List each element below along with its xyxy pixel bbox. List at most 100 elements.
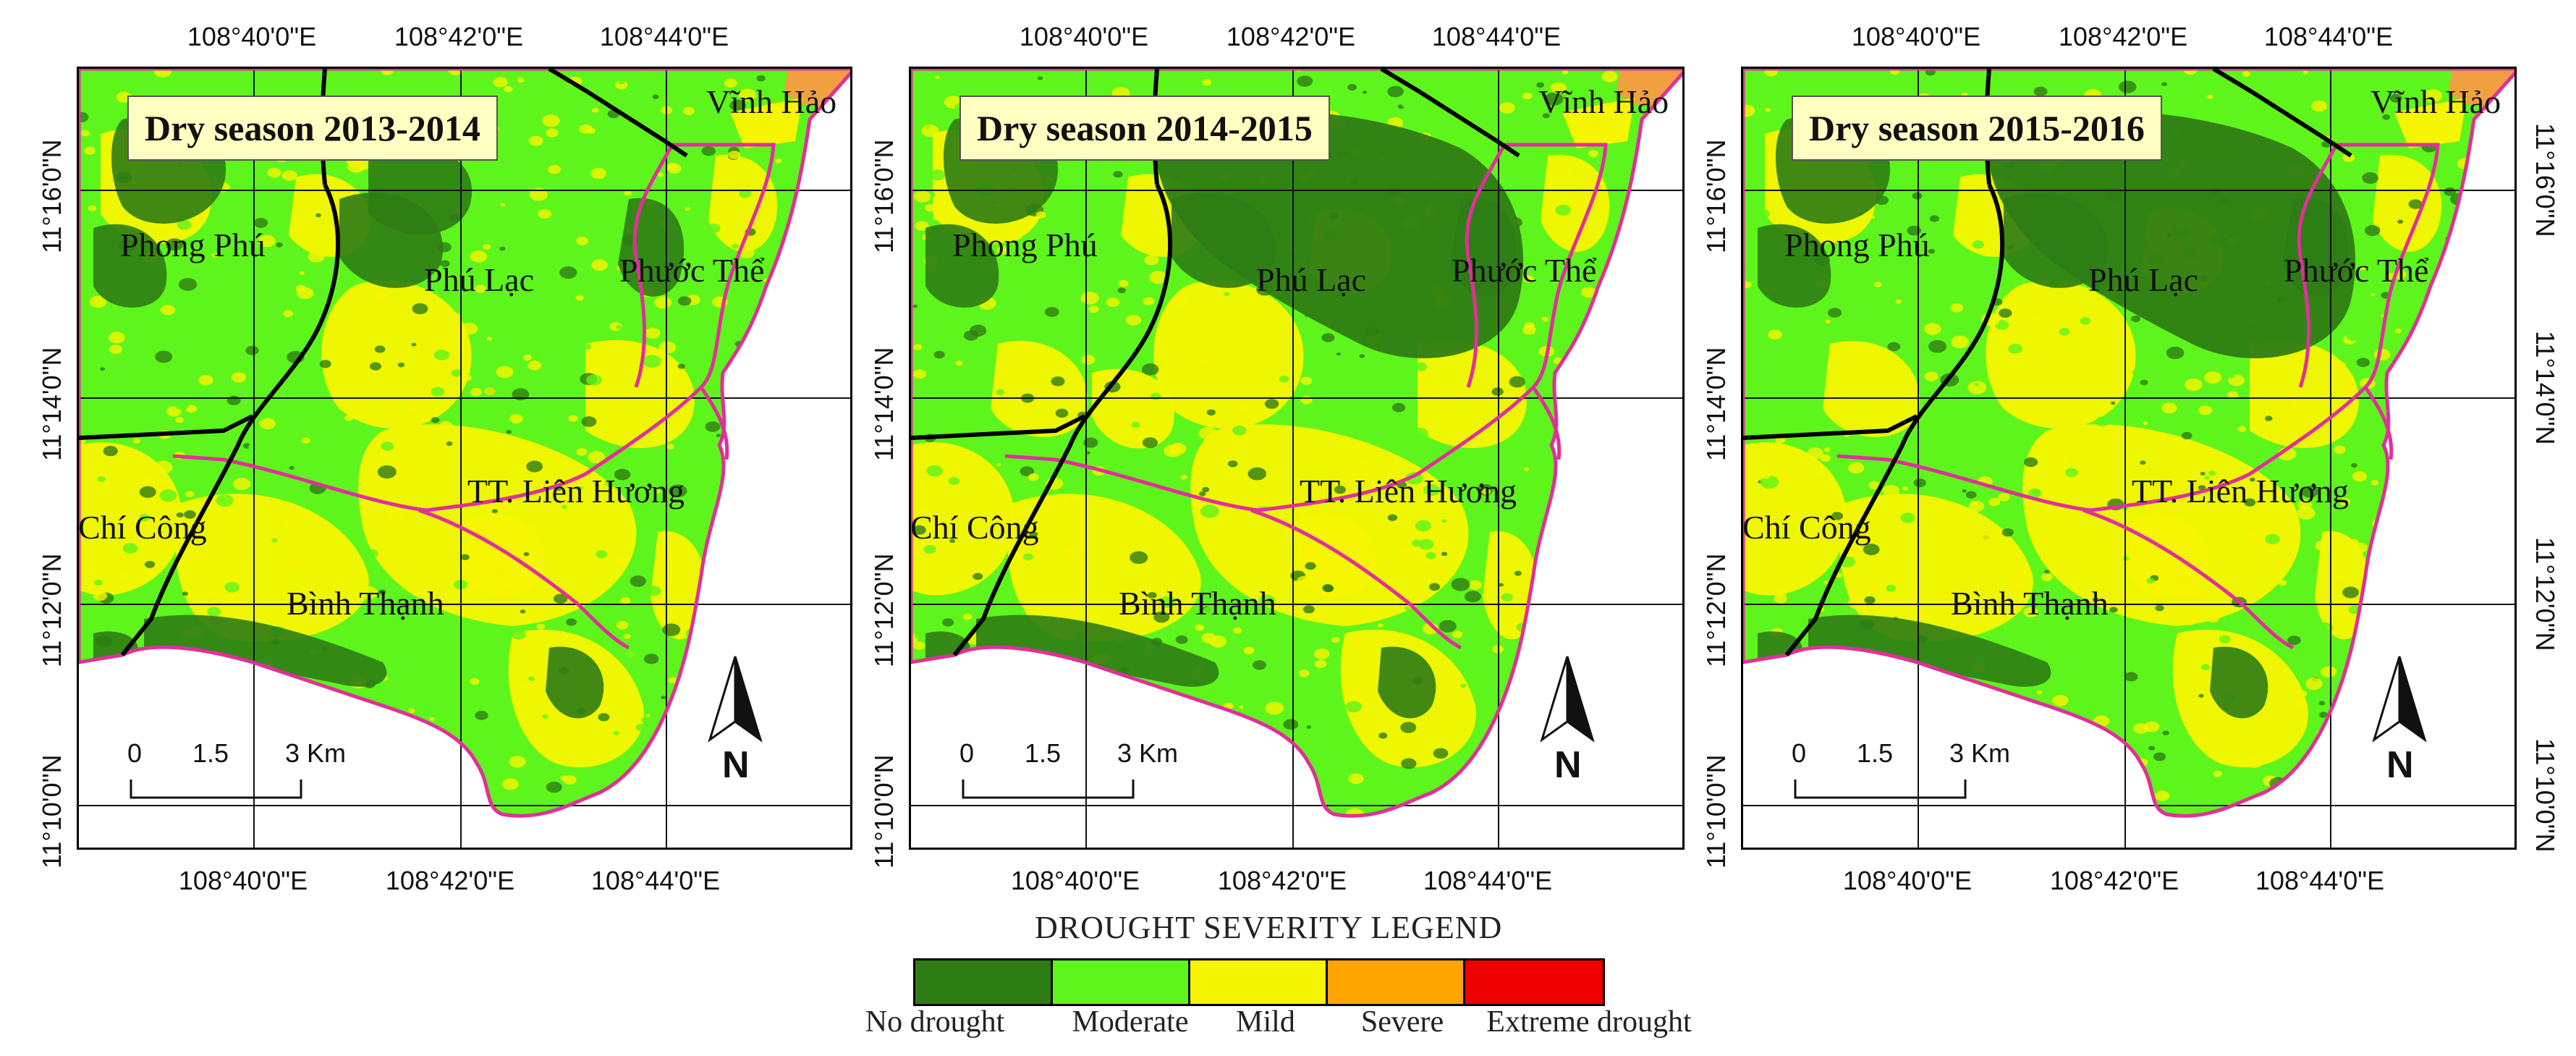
place-phu-lac: Phú Lạc [2088,261,2199,298]
place-phong-phu: Phong Phú [952,227,1098,263]
north-arrow-letter: N [722,744,750,786]
graticule [1743,69,2514,848]
longitude-label-top: 108°40'0"E [187,22,317,51]
scale-tick-label: 0 [127,738,143,768]
place-phu-lac: Phú Lạc [424,261,535,298]
legend-swatch-extreme [1465,960,1603,1004]
longitude-label-bottom: 108°40'0"E [178,866,308,895]
place-phuoc-the: Phước Thể [619,252,765,289]
place-phuoc-the: Phước Thể [1452,252,1597,289]
latitude-label-left: 11°16'0"N [869,139,899,253]
longitude-label-bottom: 108°44'0"E [590,866,721,895]
north-arrow-icon [2372,656,2427,743]
place-chi-cong: Chí Công [910,509,1039,546]
legend-label-moderate: Moderate [1072,1005,1189,1039]
longitude-label-bottom: 108°40'0"E [1842,866,1973,895]
latitude-label-left: 11°12'0"N [37,553,67,667]
latitude-label-left: 11°10'0"N [869,754,899,869]
commune-boundaries [911,69,1682,818]
place-lien-huong: TT. Liên Hương [467,473,685,510]
place-vinh-hao: Vĩnh Hảo [1538,83,1669,120]
latitude-label-left: 11°12'0"N [869,553,899,667]
longitude-label-top: 108°42'0"E [394,22,524,51]
longitude-label-top: 108°42'0"E [2058,22,2188,51]
place-phu-lac: Phú Lạc [1256,261,1367,298]
place-lien-huong: TT. Liên Hương [1300,473,1517,510]
legend-label-extreme: Extreme drought [1486,1005,1692,1039]
place-chi-cong: Chí Công [78,509,207,546]
latitude-label-left: 11°12'0"N [1701,553,1731,667]
map-frame [77,67,852,850]
legend-swatch-moderate [1053,960,1190,1004]
commune-boundaries [79,69,850,818]
map-panel-2: Dry season 2014-2015 Vĩnh Hảo Phong Phú Phú… [832,0,1693,895]
legend-label-mild: Mild [1236,1005,1295,1039]
scale-tick-label: 1.5 [1025,738,1062,768]
longitude-label-top: 108°42'0"E [1226,22,1356,51]
legend-bar [913,958,1605,1006]
latitude-label-left: 11°10'0"N [37,754,67,869]
latitude-label-left: 11°14'0"N [37,347,67,461]
place-phuoc-the: Phước Thể [2284,252,2429,289]
north-arrow-letter: N [1554,744,1582,786]
scale-bar [962,780,1135,799]
place-binh-thanh: Bình Thạnh [1119,585,1276,622]
latitude-label-left: 11°14'0"N [1701,347,1731,461]
longitude-label-bottom: 108°44'0"E [1423,866,1553,895]
longitude-label-top: 108°44'0"E [1431,22,1562,51]
latitude-label-right: 11°10'0"N [2530,738,2560,853]
season-title: Dry season 2014-2015 [959,96,1330,161]
graticule [79,69,850,848]
longitude-label-bottom: 108°42'0"E [385,866,515,895]
longitude-label-top: 108°40'0"E [1851,22,1981,51]
place-binh-thanh: Bình Thạnh [287,585,444,622]
place-phong-phu: Phong Phú [1784,227,1930,263]
drought-map [911,69,1682,848]
scale-tick-label: 1.5 [1857,738,1894,768]
latitude-label-left: 11°16'0"N [1701,139,1731,253]
latitude-label-right: 11°14'0"N [2530,331,2560,445]
north-arrow-icon [708,656,763,743]
scale-tick-label: 1.5 [192,738,229,768]
season-title: Dry season 2015-2016 [1792,96,2162,161]
scale-bar [130,780,302,799]
scale-tick-label: 0 [1792,738,1807,768]
scale-tick-label: 3 Km [1949,738,2011,768]
longitude-label-bottom: 108°40'0"E [1010,866,1140,895]
legend-title: DROUGHT SEVERITY LEGEND [1035,910,1503,945]
scale-tick-label: 0 [959,738,975,768]
drought-map [79,69,850,848]
scale-bar [1794,780,1967,799]
place-chi-cong: Chí Công [1742,509,1871,546]
legend-swatch-severe [1328,960,1465,1004]
season-title: Dry season 2013-2014 [127,96,498,161]
commune-boundaries [1743,69,2514,818]
place-vinh-hao: Vĩnh Hảo [2370,83,2501,120]
latitude-label-right: 11°12'0"N [2530,537,2560,651]
graticule [911,69,1682,848]
longitude-label-bottom: 108°44'0"E [2255,866,2385,895]
longitude-label-top: 108°44'0"E [599,22,729,51]
latitude-label-left: 11°10'0"N [1701,754,1731,869]
map-panel-1: Dry season 2013-2014 Vĩnh Hảo Phong Phú Phú… [0,0,861,895]
latitude-label-left: 11°16'0"N [37,139,67,253]
longitude-label-top: 108°40'0"E [1019,22,1149,51]
legend-label-severe: Severe [1360,1005,1444,1039]
legend-swatch-no-drought [915,960,1053,1004]
legend-swatch-mild [1190,960,1328,1004]
longitude-label-bottom: 108°42'0"E [1217,866,1347,895]
latitude-label-right: 11°16'0"N [2530,123,2560,237]
place-phong-phu: Phong Phú [120,227,266,263]
place-binh-thanh: Bình Thạnh [1951,585,2109,622]
place-lien-huong: TT. Liên Hương [2132,473,2350,510]
map-frame [909,67,1685,850]
scale-tick-label: 3 Km [285,738,347,768]
latitude-label-left: 11°14'0"N [869,347,899,461]
map-panel-3: Dry season 2015-2016 Vĩnh Hảo Phong Phú Phú… [1664,0,2569,895]
longitude-label-top: 108°44'0"E [2263,22,2394,51]
north-arrow-letter: N [2386,744,2414,786]
place-vinh-hao: Vĩnh Hảo [706,83,837,120]
legend-label-no-drought: No drought [865,1005,1005,1039]
longitude-label-bottom: 108°42'0"E [2049,866,2179,895]
